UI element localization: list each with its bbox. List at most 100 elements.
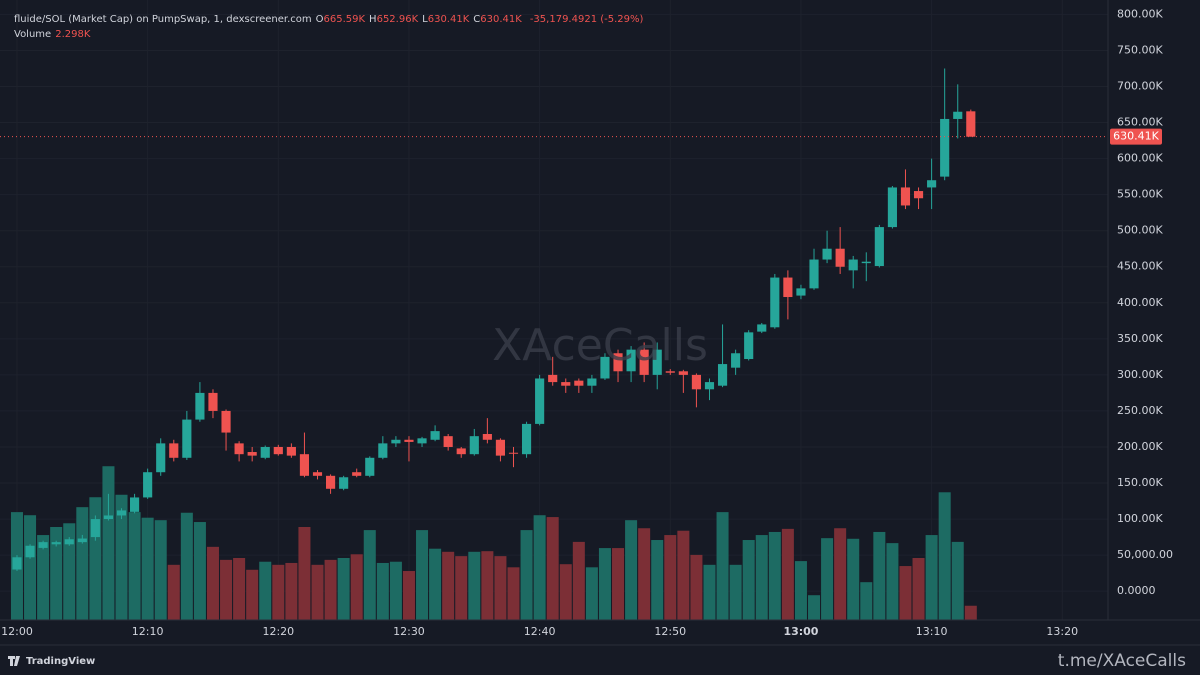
volume-bar bbox=[481, 551, 494, 620]
ohlc-value: 630.41K bbox=[427, 14, 470, 25]
candle-body bbox=[77, 538, 87, 543]
candle-body bbox=[835, 248, 845, 267]
candle-body bbox=[130, 497, 140, 512]
x-tick-label: 13:10 bbox=[916, 625, 948, 638]
volume-bar bbox=[964, 605, 977, 620]
volume-bar bbox=[416, 530, 429, 620]
candle-body bbox=[587, 378, 597, 386]
volume-bar bbox=[233, 558, 246, 620]
y-tick-label: 50,000.00 bbox=[1117, 548, 1173, 561]
volume-bar bbox=[585, 567, 598, 620]
candle-body bbox=[103, 515, 114, 520]
volume-bar bbox=[363, 530, 376, 620]
candle-body bbox=[221, 410, 231, 433]
ohlc-key: H bbox=[369, 14, 377, 25]
candle-body bbox=[940, 118, 950, 177]
volume-bar bbox=[742, 540, 755, 620]
candle-body bbox=[966, 111, 976, 137]
candle-body bbox=[325, 475, 336, 489]
x-tick-label: 13:20 bbox=[1046, 625, 1078, 638]
y-tick-label: 350.00K bbox=[1117, 332, 1163, 345]
volume-bar bbox=[442, 551, 455, 620]
candle-body bbox=[378, 443, 388, 458]
volume-bar bbox=[37, 535, 50, 620]
volume-bar bbox=[925, 535, 938, 620]
ohlc-value: 630.41K bbox=[480, 14, 522, 25]
candle-body bbox=[652, 349, 662, 375]
volume-bar bbox=[638, 528, 651, 620]
candle-body bbox=[600, 356, 610, 379]
y-tick-label: 600.00K bbox=[1117, 152, 1163, 165]
volume-bar bbox=[259, 561, 272, 620]
y-tick-label: 500.00K bbox=[1117, 224, 1163, 237]
y-tick-label: 800.00K bbox=[1117, 7, 1163, 20]
candle-body bbox=[195, 392, 205, 420]
candle-body bbox=[12, 557, 22, 570]
candle-body bbox=[443, 436, 453, 447]
volume-bar bbox=[337, 558, 350, 620]
volume-bar bbox=[860, 582, 873, 620]
volume-bar bbox=[938, 492, 951, 620]
volume-bar bbox=[76, 507, 89, 620]
volume-bar bbox=[141, 517, 154, 620]
volume-bar bbox=[193, 522, 206, 620]
ohlc-key: L bbox=[422, 14, 428, 25]
candle-body bbox=[613, 353, 623, 372]
candle-body bbox=[809, 259, 819, 289]
candle-body bbox=[731, 353, 741, 368]
y-tick-label: 250.00K bbox=[1117, 404, 1163, 417]
candle-body bbox=[469, 436, 479, 455]
volume-bar bbox=[951, 541, 964, 620]
y-tick-label: 200.00K bbox=[1117, 440, 1163, 453]
volume-bar bbox=[376, 562, 389, 620]
x-tick-label: 12:30 bbox=[393, 625, 425, 638]
volume-bar bbox=[847, 538, 860, 620]
candle-body bbox=[639, 349, 649, 375]
volume-bar bbox=[246, 569, 259, 620]
volume-bar bbox=[899, 566, 912, 620]
volume-bar bbox=[311, 564, 324, 620]
ohlc: O665.59K H652.96K L630.41K C630.41K bbox=[316, 14, 526, 25]
volume-bar bbox=[755, 535, 768, 620]
ohlc-key: O bbox=[315, 14, 324, 25]
candle-body bbox=[574, 380, 584, 386]
volume-bar bbox=[559, 564, 572, 620]
candle-body bbox=[339, 477, 349, 489]
y-tick-label: 400.00K bbox=[1117, 296, 1163, 309]
volume-bar bbox=[625, 520, 638, 620]
volume-bar bbox=[429, 548, 442, 620]
candle-body bbox=[874, 227, 884, 267]
volume-bar bbox=[128, 512, 141, 620]
candle-body bbox=[691, 374, 701, 390]
volume-bar bbox=[598, 548, 611, 620]
volume-bar bbox=[664, 535, 677, 620]
candle-body bbox=[796, 288, 806, 296]
x-tick-label: 13:00 bbox=[783, 625, 818, 638]
candle-body bbox=[182, 419, 192, 458]
footer-link: t.me/XAceCalls bbox=[1058, 651, 1186, 671]
volume-bar bbox=[808, 595, 821, 620]
candle-body bbox=[404, 439, 414, 442]
volume-bar bbox=[206, 546, 219, 620]
y-tick-label: 0.0000 bbox=[1117, 584, 1156, 597]
candle-body bbox=[757, 324, 767, 332]
x-tick-label: 12:50 bbox=[654, 625, 686, 638]
y-tick-label: 550.00K bbox=[1117, 188, 1163, 201]
y-tick-label: 750.00K bbox=[1117, 43, 1163, 56]
candle-body bbox=[208, 392, 218, 411]
volume-legend: Volume 2.298K bbox=[14, 29, 94, 40]
ohlc-key: C bbox=[473, 14, 481, 25]
brand-logo bbox=[8, 656, 20, 666]
volume-bar bbox=[220, 559, 233, 620]
volume-bar bbox=[821, 538, 834, 620]
y-tick-label: 150.00K bbox=[1117, 476, 1163, 489]
volume-bar bbox=[716, 512, 729, 620]
candle-body bbox=[626, 349, 636, 372]
candle-body bbox=[260, 446, 270, 458]
candle-body bbox=[770, 277, 780, 328]
volume-bar bbox=[794, 561, 807, 620]
candle-body bbox=[312, 472, 323, 476]
symbol: fluide/SOL (Market Cap) on PumpSwap, 1, … bbox=[14, 14, 312, 25]
candle-body bbox=[535, 378, 545, 424]
